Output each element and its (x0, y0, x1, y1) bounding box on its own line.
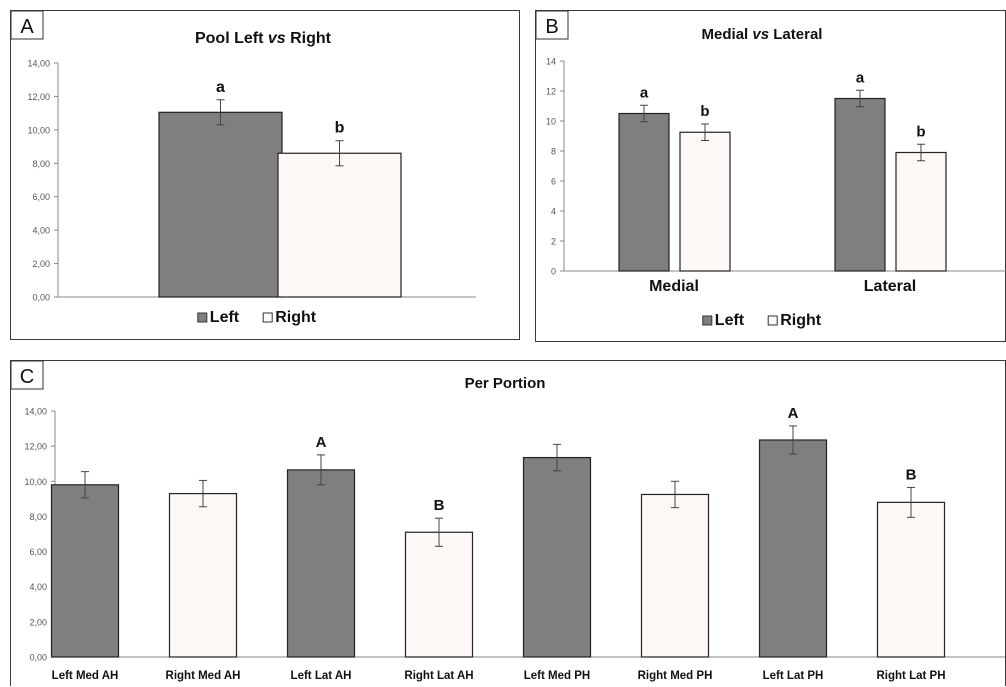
significance-letter: B (906, 466, 917, 483)
chart-title: Medial vs Lateral (702, 26, 823, 43)
y-tick-label: 2 (551, 237, 556, 247)
significance-letter: A (788, 405, 799, 422)
significance-letter: b (916, 123, 925, 140)
bar (758, 439, 828, 658)
chart-c-svg: C Per Portion 0,00 2,00 4,00 6,00 8,00 10,00 12,… (10, 360, 1005, 682)
y-tick-label: 6 (551, 177, 556, 187)
significance-letter: b (335, 120, 345, 137)
bar (168, 492, 238, 658)
significance-letter: B (434, 497, 445, 514)
panel-a-pool-left-vs-right: A Pool Left vs Right 0,00 2,00 4,00 6,00 8,00 1… (10, 10, 520, 340)
panel-label: A (20, 16, 34, 38)
x-category-label: Left Med AH (52, 670, 119, 682)
y-tick-label: 0,00 (32, 293, 50, 303)
panel-b-medial-vs-lateral: B Medial vs Lateral 0 2 4 6 8 10 12 14 a b Medial a b L… (535, 10, 1006, 342)
panel-label-box (10, 360, 44, 390)
y-tick-label: 12,00 (24, 442, 47, 452)
y-tick-label: 8,00 (32, 159, 50, 169)
chart-b-svg: B Medial vs Lateral 0 2 4 6 8 10 12 14 a b Medial a b L… (535, 10, 1006, 329)
legend-label-right: Right (780, 312, 822, 329)
bar (50, 484, 120, 658)
bar (158, 111, 283, 298)
bar (679, 131, 731, 272)
legend-label-left: Left (210, 309, 240, 326)
y-tick-label: 10,00 (27, 125, 50, 135)
y-tick-label: 2,00 (29, 617, 47, 627)
x-category-label: Left Lat AH (291, 670, 352, 682)
bar (277, 152, 402, 298)
legend-swatch-left (197, 312, 208, 323)
y-tick-label: 0,00 (29, 653, 47, 663)
y-tick-label: 12 (546, 87, 556, 97)
significance-letter: a (216, 79, 225, 96)
y-tick-label: 14,00 (24, 407, 47, 417)
x-category-label: Lateral (864, 278, 916, 295)
legend-label-left: Left (715, 312, 745, 329)
x-category-label: Right Med PH (638, 670, 713, 682)
y-tick-label: 10,00 (24, 477, 47, 487)
bar (876, 501, 946, 658)
y-tick-label: 0 (551, 267, 556, 277)
y-tick-label: 4,00 (29, 582, 47, 592)
bar (404, 531, 474, 658)
panel-c-per-portion: C Per Portion 0,00 2,00 4,00 6,00 8,00 10,00 12,… (10, 360, 1006, 686)
y-tick-label: 4,00 (32, 226, 50, 236)
y-tick-label: 6,00 (32, 192, 50, 202)
bar (640, 493, 710, 658)
bar (522, 456, 592, 658)
y-tick-label: 4 (551, 207, 556, 217)
legend-swatch-left (702, 315, 713, 326)
x-category-label: Medial (649, 278, 699, 295)
panel-label: C (20, 366, 34, 388)
y-tick-label: 14 (546, 57, 556, 67)
y-tick-label: 10 (546, 117, 556, 127)
chart-title: Per Portion (465, 375, 546, 392)
bar (834, 97, 886, 272)
y-tick-label: 6,00 (29, 547, 47, 557)
significance-letter: b (700, 103, 709, 120)
x-category-label: Right Lat AH (404, 670, 473, 682)
y-tick-label: 14,00 (27, 59, 50, 69)
y-tick-label: 2,00 (32, 259, 50, 269)
legend-label-right: Right (275, 309, 317, 326)
legend-swatch-right (262, 312, 273, 323)
x-category-label: Left Med PH (524, 670, 590, 682)
panel-label: B (545, 16, 558, 38)
y-tick-label: 8,00 (29, 512, 47, 522)
panel-label-box (535, 10, 569, 40)
legend-swatch-right (767, 315, 778, 326)
panel-label-box (10, 10, 44, 40)
significance-letter: a (640, 84, 649, 101)
chart-a-svg: A Pool Left vs Right 0,00 2,00 4,00 6,00 8,00 1… (10, 10, 476, 326)
bar (286, 469, 356, 658)
y-tick-label: 12,00 (27, 92, 50, 102)
x-category-label: Right Lat PH (877, 670, 946, 682)
significance-letter: A (316, 434, 327, 451)
chart-title: Pool Left vs Right (195, 30, 332, 47)
significance-letter: a (856, 69, 865, 86)
y-tick-label: 8 (551, 147, 556, 157)
bar (895, 151, 947, 272)
x-category-label: Right Med AH (166, 670, 241, 682)
bar (618, 112, 670, 272)
x-category-label: Left Lat PH (763, 670, 824, 682)
